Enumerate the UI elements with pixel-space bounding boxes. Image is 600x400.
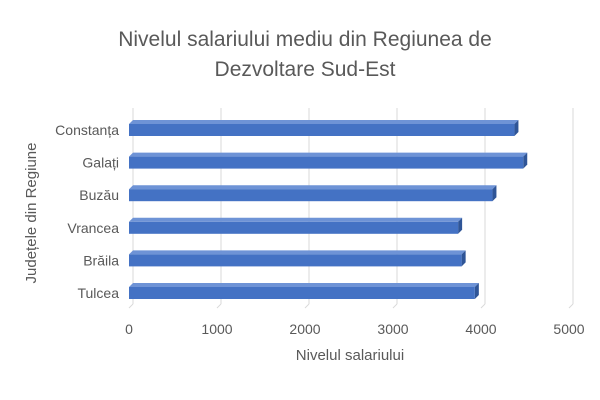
y-tick-label: Vrancea — [67, 220, 119, 236]
bar-front-face — [129, 221, 459, 234]
bar-front-face — [129, 124, 515, 136]
bar-side-face — [492, 185, 497, 202]
y-tick-label: Buzău — [79, 187, 119, 203]
bar — [129, 185, 497, 202]
grid-lines — [128, 108, 574, 309]
x-tick-label: 0 — [125, 321, 133, 337]
bar-side-face — [514, 120, 519, 136]
x-tick-label: 2000 — [289, 321, 320, 337]
y-tick-labels: Constanța Galați Buzău Vrancea Brăila Tulcea — [55, 122, 119, 301]
bar-side-face — [523, 152, 528, 169]
y-tick-label: Brăila — [83, 252, 119, 268]
grid-floor-tick — [304, 303, 310, 309]
x-tick-labels: 0 1000 2000 3000 4000 5000 — [125, 321, 585, 337]
bar — [129, 283, 479, 299]
bars — [129, 120, 528, 299]
bar-top-face — [129, 120, 519, 124]
grid-floor-tick — [128, 303, 134, 309]
bar-top-face — [129, 185, 497, 190]
grid-floor-tick — [392, 303, 398, 309]
bar-front-face — [129, 254, 462, 267]
bar-top-face — [129, 283, 479, 287]
bar-top-face — [129, 250, 466, 255]
bar-front-face — [129, 287, 475, 299]
chart-title-line-1: Nivelul salariului mediu din Regiunea de — [118, 28, 492, 51]
bar-front-face — [129, 189, 493, 202]
grid-floor-tick — [216, 303, 222, 309]
bar — [129, 152, 528, 169]
y-tick-label: Tulcea — [77, 285, 119, 301]
grid-floor-tick — [568, 303, 574, 309]
y-tick-label: Constanța — [55, 122, 119, 138]
bar-front-face — [129, 156, 524, 169]
x-axis-label: Nivelul salariului — [296, 347, 404, 364]
bar-top-face — [129, 152, 528, 157]
bar-side-face — [461, 250, 466, 267]
chart-title-line-2: Dezvoltare Sud-Est — [215, 58, 396, 81]
x-tick-label: 5000 — [553, 321, 584, 337]
bar — [129, 250, 466, 267]
x-tick-label: 1000 — [201, 321, 232, 337]
x-tick-label: 4000 — [465, 321, 496, 337]
bar-side-face — [458, 217, 463, 234]
y-axis-label: Județele din Regiune — [23, 143, 40, 284]
y-tick-label: Galați — [82, 155, 119, 171]
bar — [129, 217, 463, 234]
bar — [129, 120, 519, 136]
x-tick-label: 3000 — [377, 321, 408, 337]
bar-top-face — [129, 217, 463, 222]
grid-floor-tick — [480, 303, 486, 309]
bar-side-face — [474, 283, 479, 299]
